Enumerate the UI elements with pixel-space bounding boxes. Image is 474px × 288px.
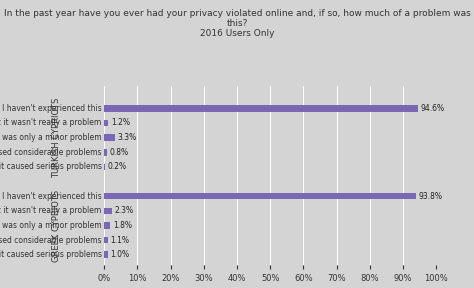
Text: No, I haven't experienced this: No, I haven't experienced this bbox=[0, 104, 101, 113]
Text: Yes, but it wasn't really a problem: Yes, but it wasn't really a problem bbox=[0, 118, 101, 128]
Bar bbox=[104, 222, 110, 229]
Text: 1.1%: 1.1% bbox=[110, 236, 129, 245]
Text: No, I haven't experienced this: No, I haven't experienced this bbox=[0, 192, 101, 201]
Text: 1.2%: 1.2% bbox=[111, 118, 130, 128]
Bar bbox=[104, 251, 108, 258]
Text: 0.2%: 0.2% bbox=[108, 162, 127, 171]
Text: Yes, but it was only a minor problem: Yes, but it was only a minor problem bbox=[0, 221, 101, 230]
Bar bbox=[104, 193, 416, 200]
Text: TURKISH CYPRIOTS: TURKISH CYPRIOTS bbox=[52, 97, 61, 178]
Bar bbox=[104, 134, 115, 141]
Bar bbox=[104, 120, 108, 126]
Text: 3.3%: 3.3% bbox=[118, 133, 137, 142]
Text: 2.3%: 2.3% bbox=[115, 206, 134, 215]
Bar bbox=[104, 105, 418, 112]
Text: Yes, and it caused considerable problems: Yes, and it caused considerable problems bbox=[0, 236, 101, 245]
Text: 0.8%: 0.8% bbox=[109, 148, 129, 157]
Text: GREEK CYPRIOTS: GREEK CYPRIOTS bbox=[52, 190, 61, 262]
Bar bbox=[104, 237, 108, 243]
Text: 94.6%: 94.6% bbox=[421, 104, 445, 113]
Text: Yes, but it wasn't really a problem: Yes, but it wasn't really a problem bbox=[0, 206, 101, 215]
Text: 1.0%: 1.0% bbox=[110, 250, 129, 259]
Text: Yes, but it was only a minor problem: Yes, but it was only a minor problem bbox=[0, 133, 101, 142]
Bar bbox=[104, 164, 105, 170]
Text: 1.8%: 1.8% bbox=[113, 221, 132, 230]
Text: Yes, and it caused serious problems: Yes, and it caused serious problems bbox=[0, 162, 101, 171]
Text: Yes, and it caused considerable problems: Yes, and it caused considerable problems bbox=[0, 148, 101, 157]
Text: 93.8%: 93.8% bbox=[418, 192, 442, 201]
Text: Yes, and it caused serious problems: Yes, and it caused serious problems bbox=[0, 250, 101, 259]
Text: In the past year have you ever had your privacy violated online and, if so, how : In the past year have you ever had your … bbox=[4, 9, 470, 38]
Bar bbox=[104, 149, 107, 156]
Bar bbox=[104, 208, 112, 214]
